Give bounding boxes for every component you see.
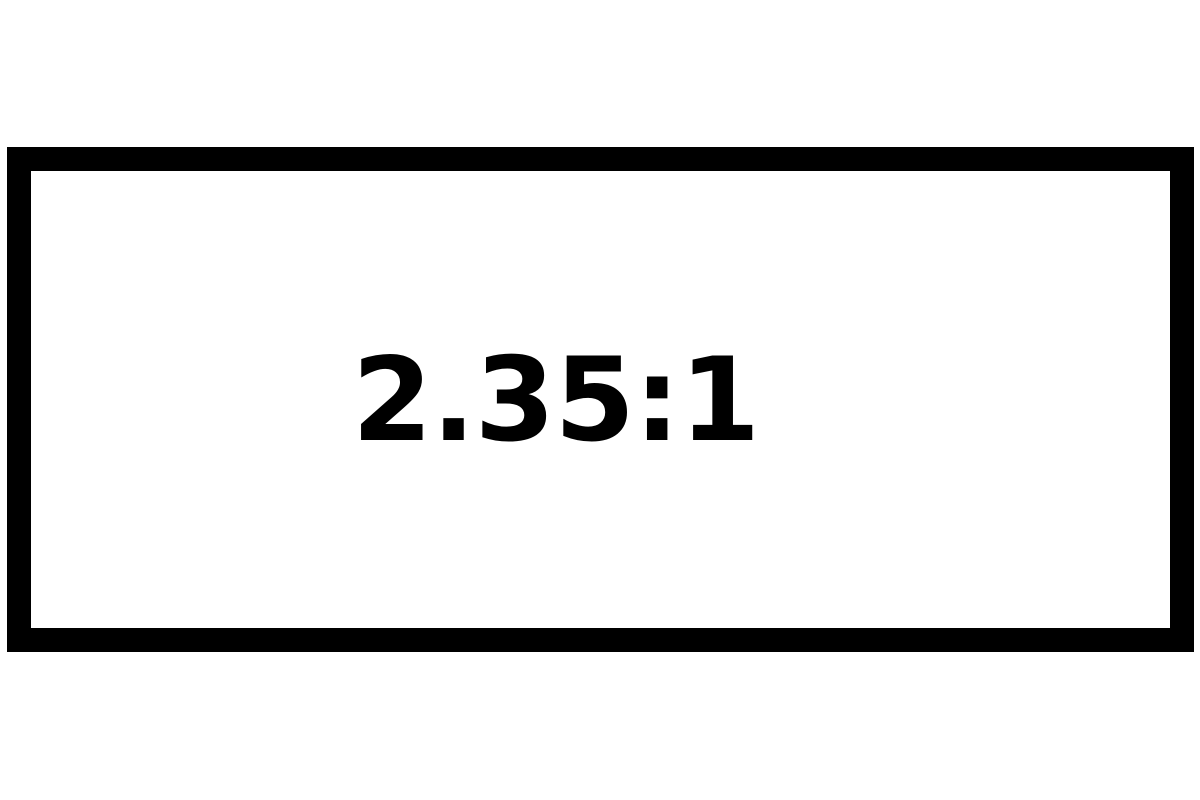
aspect-ratio-frame: 2.35:1 bbox=[7, 147, 1194, 652]
aspect-ratio-label: 2.35:1 bbox=[351, 332, 760, 468]
